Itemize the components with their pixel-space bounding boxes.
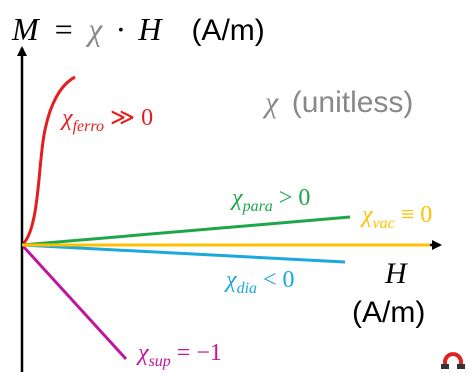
label-relation: ≡ 0 [401,202,433,228]
dia-line [21,243,346,264]
chi-note: χ (unitless) [262,86,413,119]
label-sub: para [242,198,273,215]
label-symbol: χ [60,105,74,131]
label-ferro: χferro ≫ 0 [60,105,153,135]
label-relation: = −1 [177,340,222,366]
eq-lhs: M [11,11,41,47]
label-sup: χsup = −1 [136,340,222,370]
eq-rhs: H [137,11,163,47]
eq-chi: χ [85,11,103,47]
chi-symbol: χ [262,86,279,119]
label-relation: ≫ 0 [110,105,153,131]
eq-unit: (A/m) [191,14,264,47]
eq-dot: · [116,11,124,47]
para-line [21,215,351,247]
label-sub: sup [149,353,171,370]
ferro-curve [20,75,76,247]
label-sub: dia [237,280,257,297]
chi-text: (unitless) [292,86,414,119]
label-relation: < 0 [263,267,295,293]
label-para: χpara > 0 [230,185,310,215]
label-vac: χvac ≡ 0 [360,202,432,232]
logo-icon [441,352,465,369]
label-relation: > 0 [279,185,311,211]
equation: M = χ · H (A/m) [11,11,265,47]
label-symbol: χ [230,185,244,211]
label-symbol: χ [360,202,374,228]
eq-op: = [53,11,75,47]
label-symbol: χ [136,340,150,366]
label-dia: χdia < 0 [224,267,295,297]
label-sub: ferro [73,118,104,135]
label-sub: vac [373,215,395,232]
label-symbol: χ [224,267,238,293]
x-axis-unit: (A/m) [352,296,425,329]
x-axis-symbol: H [384,257,409,290]
sup-line [20,243,128,361]
